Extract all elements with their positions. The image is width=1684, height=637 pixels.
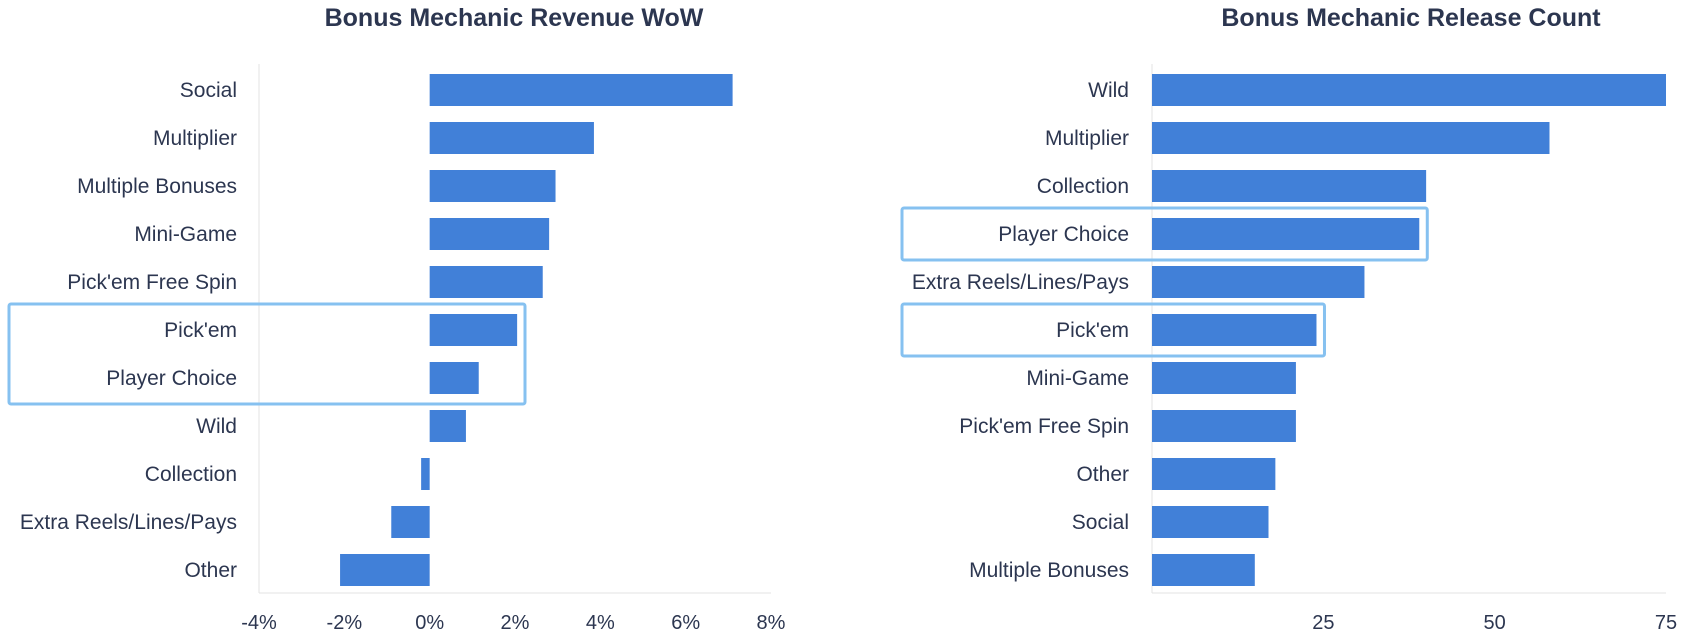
category-label: Multiplier (1045, 127, 1129, 150)
bar (421, 458, 430, 490)
category-label: Pick'em Free Spin (67, 271, 237, 294)
category-label: Pick'em (1056, 319, 1129, 342)
x-tick-label: 50 (1484, 612, 1506, 634)
x-tick-label: 4% (586, 612, 615, 634)
category-label: Multiple Bonuses (77, 175, 237, 198)
category-label: Mini-Game (1026, 367, 1129, 390)
bar (429, 362, 479, 394)
x-tick-label: 25 (1312, 612, 1334, 634)
bar (1152, 554, 1255, 586)
category-label: Multiplier (153, 127, 237, 150)
category-label: Mini-Game (134, 223, 237, 246)
bar (340, 554, 430, 586)
x-tick-label: 0% (415, 612, 444, 634)
category-label: Collection (145, 463, 237, 486)
category-label: Multiple Bonuses (969, 559, 1129, 582)
bar (391, 506, 430, 538)
bar (1152, 218, 1420, 250)
bar (1152, 410, 1296, 442)
bar (1152, 314, 1317, 346)
x-tick-label: 6% (671, 612, 700, 634)
category-label: Extra Reels/Lines/Pays (912, 271, 1129, 294)
highlight-box (900, 302, 1326, 358)
bar (429, 74, 733, 106)
bar (1152, 266, 1365, 298)
x-tick-label: 2% (501, 612, 530, 634)
category-label: Pick'em Free Spin (959, 415, 1129, 438)
x-tick-label: -4% (241, 612, 277, 634)
bar (429, 314, 518, 346)
bar (429, 410, 466, 442)
bar (1152, 74, 1666, 106)
x-tick-label: 8% (757, 612, 786, 634)
bar (1152, 170, 1427, 202)
category-label: Player Choice (106, 367, 237, 390)
category-label: Player Choice (998, 223, 1129, 246)
category-label: Social (1072, 511, 1129, 534)
category-label: Pick'em (164, 319, 237, 342)
category-label: Wild (196, 415, 237, 438)
bar (429, 170, 556, 202)
release-count-chart: Bonus Mechanic Release Count Wild Multipl… (900, 4, 1677, 634)
bar (1152, 458, 1276, 490)
category-label: Wild (1088, 79, 1129, 102)
highlight-box (7, 302, 527, 406)
category-label: Social (180, 79, 237, 102)
category-label: Other (1076, 463, 1129, 486)
bar (429, 122, 594, 154)
chart-title: Bonus Mechanic Revenue WoW (325, 4, 704, 32)
bar (429, 266, 543, 298)
revenue-wow-chart: Bonus Mechanic Revenue WoW Social Multipl… (7, 4, 786, 634)
chart-title: Bonus Mechanic Release Count (1221, 4, 1601, 32)
category-label: Collection (1037, 175, 1129, 198)
bar (1152, 506, 1269, 538)
bar (429, 218, 550, 250)
bar (1152, 122, 1550, 154)
category-label: Extra Reels/Lines/Pays (20, 511, 237, 534)
bar (1152, 362, 1296, 394)
category-label: Other (184, 559, 237, 582)
x-tick-label: -2% (327, 612, 363, 634)
x-tick-label: 75 (1655, 612, 1677, 634)
highlight-box (900, 206, 1429, 262)
